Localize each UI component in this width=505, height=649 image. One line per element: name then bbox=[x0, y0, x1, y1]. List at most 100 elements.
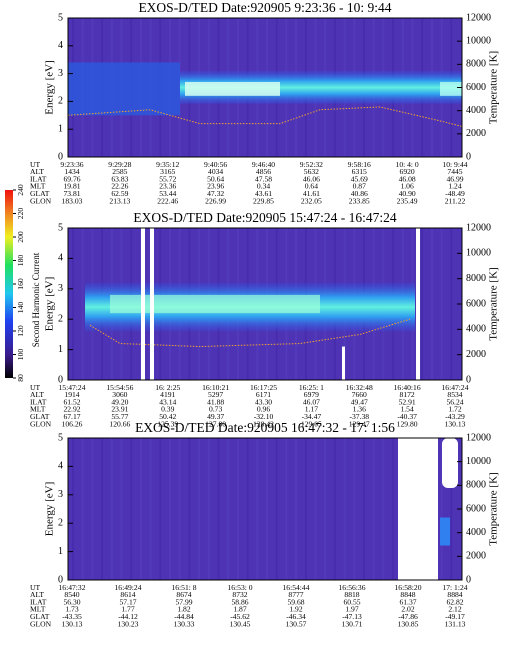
table-cell: 1.36 bbox=[353, 405, 366, 414]
table-cell: 2.12 bbox=[448, 605, 461, 614]
table-cell: 1914 bbox=[64, 390, 79, 399]
spectrogram bbox=[68, 438, 462, 580]
spectrum-streak bbox=[236, 438, 239, 580]
table-cell: 60.55 bbox=[343, 597, 360, 606]
table-cell: 3060 bbox=[112, 390, 127, 399]
table-cell: 23.91 bbox=[111, 405, 128, 414]
spectrum-streak bbox=[188, 438, 191, 580]
table-cell: 63.83 bbox=[111, 174, 128, 183]
colorbar-tick-label: 220 bbox=[16, 208, 25, 220]
table-cell: 0.64 bbox=[305, 182, 318, 191]
row-label: ILAT bbox=[30, 174, 47, 183]
y-tick-label: 1 bbox=[58, 546, 63, 557]
y-tick-label: 5 bbox=[58, 12, 63, 23]
y-axis-label: Energy [eV] bbox=[44, 482, 56, 536]
y2-tick-label: 10000 bbox=[466, 35, 491, 46]
table-cell: 1.82 bbox=[177, 605, 190, 614]
table-cell: 23.96 bbox=[207, 182, 224, 191]
table-cell: 7445 bbox=[447, 167, 462, 176]
spectrum-streak bbox=[81, 438, 84, 580]
table-cell: -45.62 bbox=[230, 612, 250, 621]
y-tick-label: 5 bbox=[58, 222, 63, 233]
table-cell: 213.13 bbox=[109, 196, 130, 205]
panel-title: EXOS-D/TED Date:920905 15:47:24 - 16:47:… bbox=[133, 210, 396, 225]
table-cell: 17: 1:24 bbox=[442, 583, 467, 592]
table-cell: 57.17 bbox=[119, 597, 136, 606]
table-cell: 4856 bbox=[256, 167, 271, 176]
table-cell: 46.07 bbox=[303, 397, 320, 406]
colorbar-label: Second Harmonic Current bbox=[31, 252, 41, 347]
table-cell: 16:58:20 bbox=[394, 583, 421, 592]
colorbar-tick-label: 180 bbox=[16, 255, 25, 267]
table-cell: 40.86 bbox=[351, 189, 368, 198]
table-cell: 50.42 bbox=[159, 412, 176, 421]
table-cell: -44.12 bbox=[118, 612, 138, 621]
table-cell: 4191 bbox=[160, 390, 175, 399]
spectrum-streak bbox=[120, 438, 123, 580]
spectrum-streak bbox=[324, 438, 327, 580]
table-cell: 130.13 bbox=[445, 419, 466, 428]
table-cell: 130.45 bbox=[230, 619, 251, 628]
row-label: UT bbox=[30, 583, 40, 592]
table-cell: -34.47 bbox=[302, 412, 322, 421]
table-cell: 43.30 bbox=[255, 397, 272, 406]
row-label: GLON bbox=[30, 619, 52, 628]
table-cell: 1.92 bbox=[289, 605, 302, 614]
table-cell: 127.80 bbox=[205, 419, 226, 428]
spectrum-streak bbox=[101, 438, 104, 580]
table-cell: 9:29:28 bbox=[108, 160, 131, 169]
y2-tick-label: 6000 bbox=[466, 298, 486, 309]
spectrum-streak bbox=[81, 228, 84, 380]
y2-tick-label: 2000 bbox=[466, 128, 486, 139]
temperature-trace bbox=[89, 318, 411, 348]
table-cell: 128.42 bbox=[253, 419, 274, 428]
spectrum-streak bbox=[227, 438, 230, 580]
y2-tick-label: 8000 bbox=[466, 273, 486, 284]
table-cell: 8884 bbox=[447, 590, 462, 599]
table-cell: 9:23:36 bbox=[60, 160, 83, 169]
table-cell: 1434 bbox=[64, 167, 79, 176]
table-cell: 8172 bbox=[400, 390, 415, 399]
spectrum-streak bbox=[130, 438, 133, 580]
table-cell: 41.61 bbox=[303, 189, 320, 198]
spectrum-band bbox=[68, 62, 180, 116]
spectrum-streak bbox=[275, 438, 278, 580]
table-cell: -46.34 bbox=[286, 612, 306, 621]
y-tick-label: 3 bbox=[58, 283, 63, 294]
table-cell: 106.26 bbox=[62, 419, 83, 428]
table-cell: 129.05 bbox=[301, 419, 322, 428]
table-cell: -43.29 bbox=[445, 412, 465, 421]
table-cell: 5297 bbox=[208, 390, 223, 399]
table-cell: 8777 bbox=[288, 590, 303, 599]
table-cell: 16:56:36 bbox=[338, 583, 365, 592]
spectrum-core bbox=[440, 81, 462, 96]
spectrum-streak bbox=[314, 438, 317, 580]
table-cell: 16:53: 0 bbox=[227, 583, 252, 592]
data-gap bbox=[442, 438, 458, 488]
colorbar-tick-label: 120 bbox=[16, 325, 25, 337]
table-cell: 9:40:56 bbox=[204, 160, 227, 169]
colorbar-tick-label: 240 bbox=[16, 184, 25, 196]
spectrum-streak bbox=[343, 438, 346, 580]
table-cell: 49.37 bbox=[207, 412, 224, 421]
row-label: GLAT bbox=[30, 612, 50, 621]
colorbar-tick-label: 200 bbox=[16, 231, 25, 243]
y2-tick-label: 8000 bbox=[466, 480, 486, 491]
table-cell: 235.49 bbox=[397, 196, 418, 205]
table-cell: 8848 bbox=[400, 590, 415, 599]
table-cell: 2585 bbox=[112, 167, 127, 176]
table-cell: 16: 2:25 bbox=[155, 383, 180, 392]
y2-tick-label: 4000 bbox=[466, 105, 486, 116]
row-label: ILAT bbox=[30, 597, 47, 606]
spectrum-streak bbox=[217, 438, 220, 580]
table-cell: 130.57 bbox=[286, 619, 307, 628]
table-cell: 226.99 bbox=[205, 196, 226, 205]
y2-tick-label: 4000 bbox=[466, 527, 486, 538]
table-cell: 69.76 bbox=[63, 174, 80, 183]
row-label: MLT bbox=[30, 182, 46, 191]
y-tick-label: 3 bbox=[58, 68, 63, 79]
y2-axis-label: Temperature [K] bbox=[488, 267, 500, 340]
table-cell: 8818 bbox=[344, 590, 359, 599]
data-gap bbox=[150, 228, 154, 380]
table-cell: 129.80 bbox=[397, 419, 418, 428]
